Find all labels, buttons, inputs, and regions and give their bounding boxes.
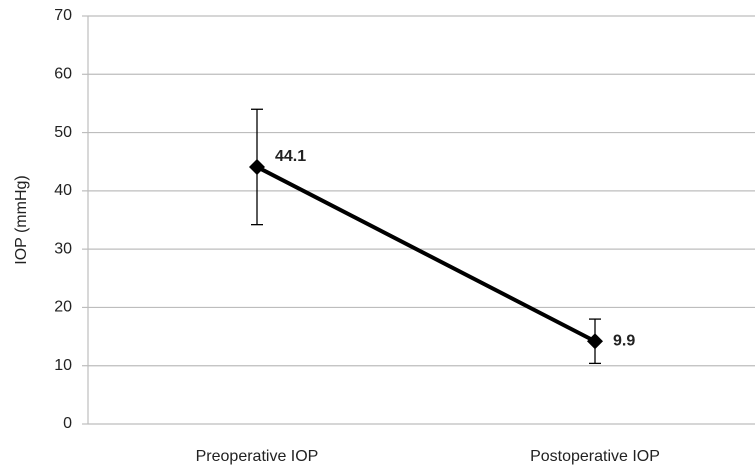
data-label: 44.1 bbox=[275, 148, 306, 165]
y-tick-label: 30 bbox=[54, 240, 72, 257]
x-tick-label: Postoperative IOP bbox=[530, 448, 660, 465]
y-tick-label: 10 bbox=[54, 357, 72, 374]
marker bbox=[587, 333, 603, 350]
y-axis-label: IOP (mmHg) bbox=[13, 175, 30, 264]
y-tick-label: 50 bbox=[54, 124, 72, 141]
data-line bbox=[256, 165, 596, 344]
marker bbox=[249, 158, 265, 175]
data-label: 9.9 bbox=[613, 332, 635, 349]
y-tick-label: 0 bbox=[63, 415, 72, 432]
y-tick-label: 20 bbox=[54, 299, 72, 316]
y-tick-label: 70 bbox=[54, 7, 72, 24]
x-tick-label: Preoperative IOP bbox=[196, 448, 319, 465]
y-tick-label: 40 bbox=[54, 182, 72, 199]
y-tick-label: 60 bbox=[54, 66, 72, 83]
